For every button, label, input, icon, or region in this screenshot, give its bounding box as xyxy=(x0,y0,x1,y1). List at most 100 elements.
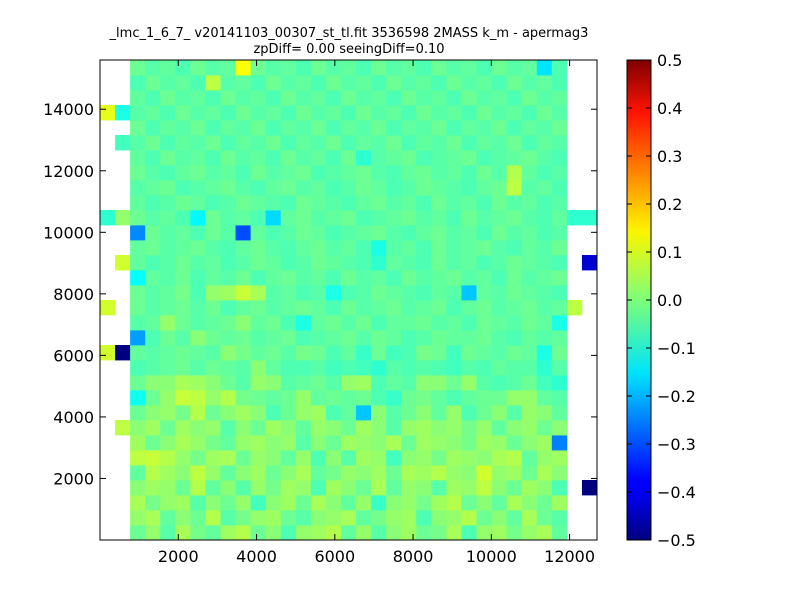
heatmap-cell xyxy=(265,165,282,181)
heatmap-cell xyxy=(506,420,523,436)
heatmap-cell xyxy=(235,420,252,436)
heatmap-cell xyxy=(160,135,176,151)
heatmap-cell xyxy=(100,300,116,316)
heatmap-cell xyxy=(160,150,176,166)
heatmap-cell xyxy=(325,60,342,76)
heatmap-cell xyxy=(145,90,161,106)
x-tick-label: 2000 xyxy=(158,547,199,566)
heatmap-cell xyxy=(461,405,477,421)
heatmap-cell xyxy=(416,150,432,166)
heatmap-cell xyxy=(265,450,282,466)
heatmap-cell xyxy=(265,105,282,121)
heatmap-cell xyxy=(356,255,372,271)
heatmap-cell xyxy=(581,255,598,271)
heatmap-cell xyxy=(491,510,508,526)
heatmap-cell xyxy=(536,240,553,256)
heatmap-cell xyxy=(130,255,146,271)
heatmap-cell xyxy=(461,495,477,511)
heatmap-cell xyxy=(506,180,523,196)
heatmap-cell xyxy=(386,165,402,181)
heatmap-cell xyxy=(416,135,432,151)
heatmap-cell xyxy=(371,315,387,331)
heatmap-cell xyxy=(250,255,267,271)
heatmap-cell xyxy=(130,105,146,121)
heatmap-cell xyxy=(130,135,146,151)
heatmap-cell xyxy=(190,150,206,166)
heatmap-cell xyxy=(371,330,387,346)
heatmap-cell xyxy=(295,360,312,376)
heatmap-cell xyxy=(340,90,357,106)
heatmap-cell xyxy=(340,255,357,271)
heatmap-cell xyxy=(431,90,447,106)
heatmap-cell xyxy=(175,315,191,331)
heatmap-cell xyxy=(386,450,402,466)
heatmap-cell xyxy=(506,90,523,106)
heatmap-cell xyxy=(491,465,508,481)
heatmap-cell xyxy=(476,330,492,346)
heatmap-cell xyxy=(491,75,508,91)
heatmap-cell xyxy=(521,435,538,451)
heatmap-cell xyxy=(401,195,417,211)
heatmap-cell xyxy=(356,435,372,451)
heatmap-cell xyxy=(386,210,402,226)
heatmap-cell xyxy=(310,405,327,421)
heatmap-cell xyxy=(280,150,297,166)
heatmap-cell xyxy=(295,225,312,241)
heatmap-cell xyxy=(265,525,282,541)
colorbar-tick-label: 0.1 xyxy=(657,243,682,262)
heatmap-cell xyxy=(205,90,221,106)
heatmap-cell xyxy=(536,120,553,136)
heatmap-cell xyxy=(491,450,508,466)
heatmap-cell xyxy=(431,510,447,526)
heatmap-cell xyxy=(145,60,161,76)
heatmap-cell xyxy=(416,360,432,376)
heatmap-cell xyxy=(521,345,538,361)
heatmap-cell xyxy=(491,120,508,136)
heatmap-cell xyxy=(371,120,387,136)
heatmap-cell xyxy=(371,360,387,376)
heatmap-cell xyxy=(371,135,387,151)
heatmap-cell xyxy=(521,270,538,286)
heatmap-cell xyxy=(175,360,191,376)
heatmap-cell xyxy=(190,120,206,136)
heatmap-cell xyxy=(175,465,191,481)
heatmap-cell xyxy=(220,90,236,106)
heatmap-cell xyxy=(220,375,236,391)
heatmap-cell xyxy=(325,180,342,196)
heatmap-cell xyxy=(506,150,523,166)
heatmap-cell xyxy=(130,210,146,226)
heatmap-cell xyxy=(446,450,462,466)
heatmap-cell xyxy=(205,405,221,421)
heatmap-cell xyxy=(401,60,417,76)
heatmap-cell xyxy=(160,210,176,226)
heatmap-cell xyxy=(551,510,568,526)
heatmap-cell xyxy=(551,180,568,196)
colorbar-tick-label: −0.1 xyxy=(657,339,696,358)
heatmap-cell xyxy=(190,345,206,361)
heatmap-cell xyxy=(220,180,236,196)
heatmap-cell xyxy=(295,525,312,541)
heatmap-cell xyxy=(506,435,523,451)
y-tick-label: 8000 xyxy=(53,285,94,304)
heatmap-cell xyxy=(325,165,342,181)
heatmap-cell xyxy=(160,255,176,271)
heatmap-cell xyxy=(521,90,538,106)
heatmap-cell xyxy=(310,480,327,496)
heatmap-cell xyxy=(416,345,432,361)
y-tick-label: 2000 xyxy=(53,469,94,488)
heatmap-cell xyxy=(446,225,462,241)
heatmap-cell xyxy=(250,300,267,316)
heatmap-cell xyxy=(160,510,176,526)
heatmap-cell xyxy=(521,75,538,91)
heatmap-cell xyxy=(416,225,432,241)
heatmap-cell xyxy=(401,360,417,376)
heatmap-cell xyxy=(446,345,462,361)
colorbar-tick-label: −0.3 xyxy=(657,435,696,454)
heatmap-cell xyxy=(551,105,568,121)
heatmap-cell xyxy=(476,270,492,286)
heatmap-cell xyxy=(220,390,236,406)
heatmap-cell xyxy=(145,165,161,181)
heatmap-cell xyxy=(325,300,342,316)
heatmap-cell xyxy=(295,405,312,421)
heatmap-cell xyxy=(506,225,523,241)
